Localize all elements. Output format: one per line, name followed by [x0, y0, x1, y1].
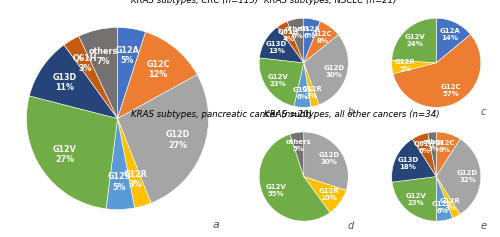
Wedge shape	[118, 75, 208, 203]
Wedge shape	[259, 58, 304, 106]
Text: d: d	[348, 221, 354, 231]
Text: KRAS subtypes, all other cancers (n=34): KRAS subtypes, all other cancers (n=34)	[264, 110, 439, 119]
Text: G12C
9%: G12C 9%	[434, 140, 455, 153]
Text: KRAS subtypes, NSCLC (n=21): KRAS subtypes, NSCLC (n=21)	[264, 0, 396, 5]
Text: Q61H
3%: Q61H 3%	[73, 54, 98, 73]
Wedge shape	[436, 132, 460, 177]
Text: a: a	[213, 220, 220, 230]
Wedge shape	[392, 177, 436, 221]
Wedge shape	[304, 177, 346, 213]
Text: e: e	[480, 221, 486, 231]
Text: G12R
3%: G12R 3%	[124, 170, 147, 189]
Text: KRAS subtypes, pancreatic cancer (n=20): KRAS subtypes, pancreatic cancer (n=20)	[131, 110, 312, 119]
Text: G12V
27%: G12V 27%	[53, 145, 76, 164]
Wedge shape	[304, 21, 338, 63]
Text: G13D
13%: G13D 13%	[266, 41, 287, 54]
Text: other
3%: other 3%	[422, 139, 444, 152]
Text: G12R
3%: G12R 3%	[301, 87, 322, 100]
Text: G12C
8%: G12C 8%	[312, 31, 332, 44]
Text: G12C
57%: G12C 57%	[440, 84, 460, 97]
Text: G12A
14%: G12A 14%	[439, 28, 460, 41]
Text: G12V
23%: G12V 23%	[405, 193, 426, 206]
Wedge shape	[30, 45, 118, 118]
Wedge shape	[118, 27, 146, 118]
Text: G13D
11%: G13D 11%	[52, 73, 77, 92]
Text: c: c	[481, 107, 486, 117]
Text: G12A
6%: G12A 6%	[300, 26, 320, 39]
Text: G12D
30%: G12D 30%	[323, 65, 344, 77]
Text: others
5%: others 5%	[286, 139, 312, 152]
Wedge shape	[392, 139, 436, 182]
Wedge shape	[118, 118, 151, 208]
Text: G12C
12%: G12C 12%	[146, 60, 170, 79]
Wedge shape	[412, 133, 436, 177]
Text: G12D
32%: G12D 32%	[457, 170, 478, 183]
Wedge shape	[79, 27, 118, 118]
Text: KRAS subtypes, CRC (n=113): KRAS subtypes, CRC (n=113)	[131, 0, 258, 5]
Text: G13D
18%: G13D 18%	[398, 157, 418, 170]
Text: Q61H
6%: Q61H 6%	[414, 141, 436, 154]
Text: G12R
3%: G12R 3%	[440, 198, 461, 211]
Wedge shape	[436, 177, 460, 218]
Wedge shape	[118, 32, 198, 118]
Wedge shape	[26, 96, 118, 209]
Text: G12R
10%: G12R 10%	[318, 188, 340, 201]
Wedge shape	[304, 63, 319, 107]
Wedge shape	[304, 18, 320, 63]
Wedge shape	[392, 18, 436, 63]
Wedge shape	[304, 35, 348, 105]
Wedge shape	[278, 21, 304, 63]
Wedge shape	[287, 18, 304, 63]
Wedge shape	[436, 139, 481, 214]
Wedge shape	[436, 177, 452, 221]
Wedge shape	[436, 18, 470, 63]
Text: G12V
23%: G12V 23%	[268, 74, 288, 87]
Text: G12S
6%: G12S 6%	[292, 87, 313, 100]
Wedge shape	[304, 132, 348, 190]
Wedge shape	[259, 134, 330, 221]
Text: G12D
27%: G12D 27%	[166, 130, 190, 150]
Text: others
6%: others 6%	[285, 26, 310, 39]
Wedge shape	[64, 36, 118, 118]
Wedge shape	[428, 132, 436, 177]
Text: G12S
5%: G12S 5%	[108, 173, 132, 192]
Text: G12D
30%: G12D 30%	[318, 152, 340, 165]
Text: G12A
5%: G12A 5%	[116, 46, 140, 65]
Wedge shape	[393, 34, 481, 107]
Wedge shape	[106, 118, 134, 210]
Text: G12S
6%: G12S 6%	[432, 201, 452, 214]
Wedge shape	[290, 132, 304, 177]
Text: G12V
24%: G12V 24%	[404, 34, 425, 46]
Text: Q61H
4%: Q61H 4%	[278, 29, 299, 42]
Text: b: b	[348, 107, 354, 117]
Wedge shape	[260, 27, 304, 63]
Text: others
7%: others 7%	[89, 47, 118, 66]
Wedge shape	[392, 60, 436, 74]
Wedge shape	[294, 63, 311, 107]
Text: G12R
5%: G12R 5%	[395, 59, 415, 72]
Text: G12V
55%: G12V 55%	[266, 184, 286, 197]
